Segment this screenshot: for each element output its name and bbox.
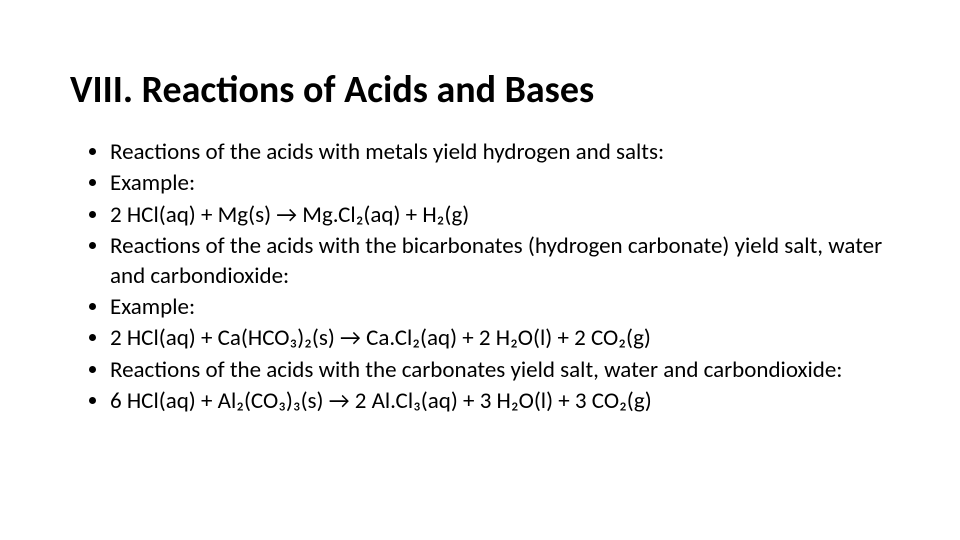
list-item: 2 HCl(aq) + Ca(HCO₃)₂(s) → Ca.Cl₂(aq) + … [110,324,890,355]
list-item: Reactions of the acids with metals yield… [110,138,890,169]
list-item: 2 HCl(aq) + Mg(s) → Mg.Cl₂(aq) + H₂(g) [110,201,890,232]
list-item: Reactions of the acids with the bicarbon… [110,232,890,293]
list-item: Example: [110,293,890,324]
slide-title: VIII. Reactions of Acids and Bases [70,70,890,112]
slide: VIII. Reactions of Acids and Bases React… [0,0,960,540]
list-item: Example: [110,169,890,200]
list-item: Reactions of the acids with the carbonat… [110,356,890,387]
list-item: 6 HCl(aq) + Al₂(CO₃)₃(s) → 2 Al.Cl₃(aq) … [110,387,890,418]
bullet-list: Reactions of the acids with metals yield… [70,138,890,419]
